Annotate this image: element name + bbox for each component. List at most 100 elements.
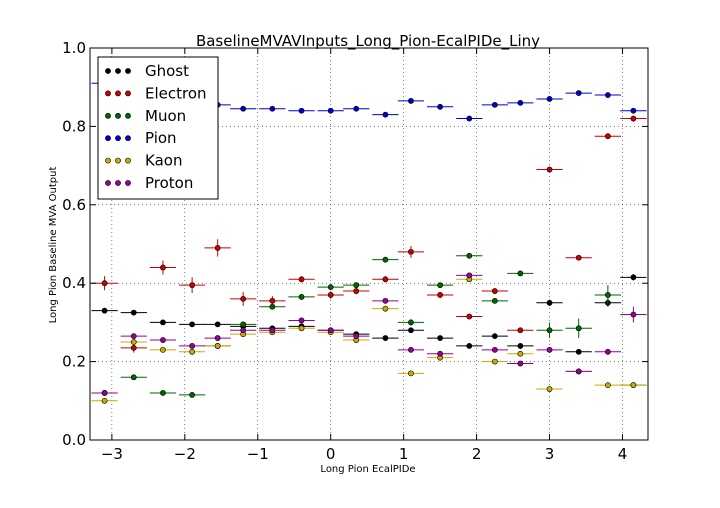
data-point — [240, 321, 247, 328]
series-proton — [91, 272, 647, 396]
data-point — [575, 90, 582, 96]
data-point — [466, 252, 473, 259]
data-point — [298, 276, 305, 283]
series-layer — [91, 80, 647, 404]
y-tick-label: 0.0 — [62, 431, 86, 449]
data-point — [517, 270, 524, 277]
data-point — [298, 325, 305, 332]
data-point — [327, 107, 334, 114]
y-tick-label: 1.0 — [62, 39, 86, 57]
data-point — [101, 280, 108, 287]
legend-marker — [125, 112, 131, 119]
data-point — [630, 115, 637, 122]
data-point — [160, 346, 166, 353]
plot-frame — [89, 47, 649, 441]
data-point — [546, 299, 553, 306]
data-point — [604, 382, 611, 389]
legend-marker — [115, 68, 121, 74]
legend-label-electron: Electron — [145, 84, 207, 102]
legend-marker — [125, 157, 131, 164]
data-point — [491, 101, 498, 108]
data-point — [491, 288, 498, 294]
data-point — [491, 358, 498, 365]
legend-marker — [115, 112, 121, 119]
x-tick-label: 3 — [545, 445, 555, 463]
data-point — [130, 374, 137, 381]
data-point — [546, 327, 553, 334]
data-point — [575, 368, 582, 375]
data-point — [160, 319, 166, 326]
data-point — [408, 319, 414, 326]
y-tick-label: 0.8 — [62, 117, 86, 135]
legend-marker — [115, 157, 121, 164]
legend-box — [97, 56, 219, 200]
data-point — [604, 133, 611, 140]
data-point — [491, 333, 498, 340]
data-point — [604, 292, 611, 298]
data-point — [353, 288, 360, 294]
data-point — [630, 382, 637, 389]
x-tick-label: −2 — [174, 445, 196, 463]
data-point — [160, 264, 166, 271]
data-point — [240, 105, 247, 112]
data-point — [382, 297, 389, 304]
x-tick-label: 0 — [326, 445, 336, 463]
data-point — [214, 321, 221, 328]
data-point — [408, 346, 414, 353]
legend-label-muon: Muon — [145, 107, 186, 125]
data-point — [382, 111, 389, 118]
y-tick-label: 0.2 — [62, 353, 86, 371]
x-tick-label: 1 — [399, 445, 409, 463]
data-point — [630, 107, 637, 114]
data-point — [327, 284, 334, 291]
data-point — [327, 292, 334, 298]
data-point — [353, 105, 360, 112]
data-point — [382, 335, 389, 341]
legend: Ghost Electron Muon Pion Kaon Proton — [97, 56, 219, 200]
data-point — [269, 297, 276, 304]
data-point — [189, 343, 196, 349]
data-point — [130, 309, 137, 316]
legend-label-kaon: Kaon — [145, 152, 182, 170]
data-point — [408, 370, 414, 377]
data-point — [214, 343, 221, 349]
legend-marker — [105, 180, 111, 186]
x-tick-label: 4 — [618, 445, 628, 463]
data-point — [408, 248, 414, 255]
series-kaon — [91, 276, 647, 404]
data-point — [382, 256, 389, 263]
legend-marker — [125, 68, 131, 74]
data-point — [491, 297, 498, 304]
data-point — [575, 348, 582, 355]
legend-label-ghost: Ghost — [145, 62, 189, 80]
data-point — [353, 282, 360, 289]
data-point — [517, 350, 524, 357]
legend-marker — [105, 135, 111, 142]
x-axis-label: Long Pion EcalPIDe — [320, 464, 415, 475]
legend-marker — [105, 157, 111, 164]
data-point — [298, 107, 305, 114]
y-tick-label: 0.4 — [62, 274, 86, 292]
data-point — [298, 294, 305, 300]
data-point — [575, 254, 582, 261]
data-point — [517, 99, 524, 106]
data-point — [437, 292, 444, 298]
legend-marker — [115, 90, 121, 97]
y-tick-label: 0.6 — [62, 196, 86, 214]
data-point — [130, 333, 137, 340]
data-point — [240, 327, 247, 334]
data-point — [437, 350, 444, 357]
axis-ticks: −3 −2 −1 0 1 2 3 4 0.0 0.2 0.4 0.6 0.8 1.0 — [62, 39, 648, 463]
legend-marker — [105, 112, 111, 119]
x-tick-label: −1 — [247, 445, 269, 463]
legend-label-pion: Pion — [145, 129, 177, 147]
legend-marker — [125, 90, 131, 97]
chart-title: BaselineMVAVInputs_Long_Pion-EcalPIDe_Li… — [196, 32, 540, 51]
data-point — [130, 339, 137, 345]
data-point — [546, 96, 553, 102]
data-point — [408, 98, 414, 104]
data-point — [382, 305, 389, 312]
data-point — [437, 103, 444, 110]
